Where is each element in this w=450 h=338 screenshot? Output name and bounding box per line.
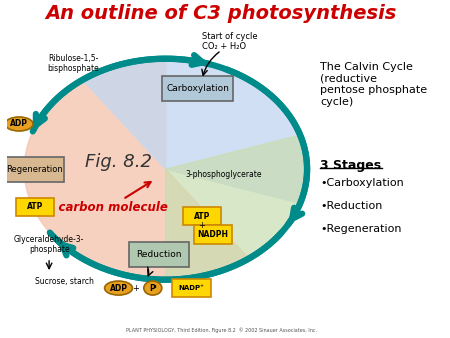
FancyBboxPatch shape [129,242,189,267]
Polygon shape [24,59,249,280]
Text: Glyceraldehyde-3-
phosphate: Glyceraldehyde-3- phosphate [14,235,84,254]
Text: Start of cycle: Start of cycle [202,32,258,42]
Text: ADP: ADP [109,284,127,293]
Text: +: + [132,284,139,293]
Text: +: + [198,221,206,230]
Ellipse shape [5,117,33,131]
Ellipse shape [144,281,162,295]
FancyBboxPatch shape [6,156,64,182]
Text: An outline of C3 photosynthesis: An outline of C3 photosynthesis [46,4,397,23]
Text: Fig. 8.2: Fig. 8.2 [85,153,152,171]
Text: ATP: ATP [27,202,43,211]
Text: Carboxylation: Carboxylation [166,84,229,93]
Text: NADPH: NADPH [197,230,228,239]
Text: 3 Stages: 3 Stages [320,159,381,172]
FancyBboxPatch shape [162,76,233,101]
Text: CO₂ + H₂O: CO₂ + H₂O [202,43,246,51]
Text: •Regeneration: •Regeneration [320,224,401,235]
Text: A 3 carbon molecule: A 3 carbon molecule [34,201,169,214]
Text: ATP: ATP [194,212,210,221]
Text: 3-phosphoglycerate: 3-phosphoglycerate [185,170,261,179]
FancyBboxPatch shape [16,198,54,216]
Text: Pᴵ: Pᴵ [149,284,157,293]
Text: •Reduction: •Reduction [320,201,382,211]
Polygon shape [82,59,307,203]
Text: PLANT PHYSIOLOGY, Third Edition, Figure 8.2  © 2002 Sinauer Associates, Inc.: PLANT PHYSIOLOGY, Third Edition, Figure … [126,328,317,333]
Text: NADP⁺: NADP⁺ [179,285,204,291]
Polygon shape [166,135,307,280]
FancyBboxPatch shape [172,279,211,297]
Text: Reduction: Reduction [136,250,182,259]
Ellipse shape [104,281,132,295]
Text: •Carboxylation: •Carboxylation [320,177,404,188]
FancyBboxPatch shape [183,207,221,225]
FancyBboxPatch shape [194,225,232,243]
Text: Regeneration: Regeneration [7,165,63,174]
Text: ADP: ADP [10,120,28,128]
Text: Sucrose, starch: Sucrose, starch [35,277,94,286]
Text: The Calvin Cycle
(reductive
pentose phosphate
cycle): The Calvin Cycle (reductive pentose phos… [320,62,427,107]
Text: Ribulose-1,5-
bisphosphate: Ribulose-1,5- bisphosphate [48,54,99,73]
